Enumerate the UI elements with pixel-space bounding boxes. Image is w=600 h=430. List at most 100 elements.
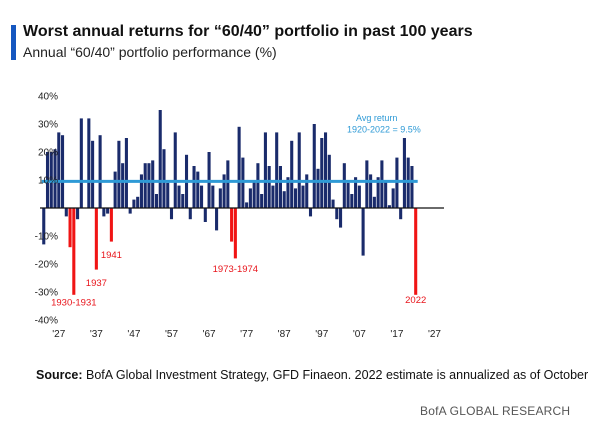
y-tick-label--40: -40% <box>35 316 58 327</box>
bar-1942 <box>113 171 117 208</box>
bar-1986 <box>278 166 282 208</box>
bar-1978 <box>248 188 252 208</box>
bar-2013 <box>380 160 384 208</box>
x-tick-label-2027: '27 <box>428 329 441 340</box>
bar-1927 <box>57 132 61 208</box>
y-tick-label--30: -30% <box>35 288 58 299</box>
bar-1990 <box>293 188 298 208</box>
bar-1972 <box>226 160 230 208</box>
bar-1958 <box>173 132 177 208</box>
bar-2000 <box>331 199 335 208</box>
bar-1952 <box>151 160 155 208</box>
bar-1959 <box>177 185 181 208</box>
bar-1938 <box>98 135 102 208</box>
bar-1975 <box>237 126 241 208</box>
bar-1930 <box>68 208 72 248</box>
bar-2012 <box>376 177 380 208</box>
bar-1949 <box>139 174 143 208</box>
bar-1953 <box>154 194 159 208</box>
y-tick-label-40: 40% <box>38 92 58 103</box>
bar-1996 <box>316 168 320 208</box>
bar-1932 <box>76 208 80 220</box>
bar-2014 <box>384 180 388 208</box>
bar-1957 <box>169 208 174 220</box>
bar-1946 <box>128 208 132 214</box>
x-tick-label-1957: '57 <box>165 329 178 340</box>
x-tick-label-1927: '27 <box>52 329 65 340</box>
bar-1998 <box>323 132 328 208</box>
y-tick-label--10: -10% <box>35 232 58 243</box>
bar-1929 <box>64 208 68 217</box>
chart-title: Worst annual returns for “60/40” portfol… <box>23 23 473 40</box>
bar-1950 <box>143 163 147 208</box>
bar-1941 <box>109 208 113 242</box>
source-label: Source: <box>36 368 83 382</box>
y-tick-label-30: 30% <box>38 120 58 131</box>
bar-1945 <box>124 138 128 208</box>
bar-2004 <box>346 182 350 208</box>
annotation-2022: 2022 <box>405 295 426 306</box>
bar-1926 <box>53 149 57 208</box>
annotation-1937: 1937 <box>86 278 107 289</box>
bar-2003 <box>342 163 346 208</box>
bar-1954 <box>158 110 162 208</box>
bar-2015 <box>387 205 391 208</box>
bar-1985 <box>275 132 279 208</box>
bar-2006 <box>354 177 358 208</box>
bar-1995 <box>312 124 316 208</box>
bar-2002 <box>339 208 343 228</box>
bar-2001 <box>335 208 339 220</box>
bar-1944 <box>121 163 125 208</box>
bar-1973 <box>230 208 234 242</box>
bar-1931 <box>72 208 76 295</box>
bar-1977 <box>245 202 249 208</box>
bar-1947 <box>132 199 136 208</box>
x-tick-label-2017: '17 <box>390 329 403 340</box>
bar-1982 <box>263 132 267 208</box>
annotation-1973-1974: 1973-1974 <box>213 264 258 275</box>
bar-1960 <box>181 194 185 208</box>
bar-2010 <box>369 174 373 208</box>
x-tick-label-2007: '07 <box>353 329 366 340</box>
bar-1983 <box>267 166 271 208</box>
bar-1935 <box>87 118 91 208</box>
bar-1991 <box>297 132 301 208</box>
y-tick-label-10: 10% <box>38 176 58 187</box>
bar-1939 <box>102 208 106 217</box>
bar-1956 <box>166 182 170 208</box>
chart-subtitle: Annual “60/40” portfolio performance (%) <box>23 44 277 60</box>
y-tick-label-20: 20% <box>38 148 58 159</box>
bar-1980 <box>256 163 260 208</box>
x-tick-label-1977: '77 <box>240 329 253 340</box>
bar-1979 <box>252 180 256 208</box>
bar-2019 <box>402 138 406 208</box>
bar-1940 <box>106 208 110 214</box>
bar-1974 <box>233 208 237 259</box>
x-tick-label-1997: '97 <box>315 329 328 340</box>
bar-1989 <box>290 140 294 208</box>
bar-1943 <box>117 140 121 208</box>
bar-1928 <box>61 135 65 208</box>
source-note: Source: BofA Global Investment Strategy,… <box>36 368 588 382</box>
bar-1962 <box>188 208 192 220</box>
bar-1984 <box>271 185 275 208</box>
bar-1965 <box>200 185 204 208</box>
x-tick-label-1987: '87 <box>278 329 291 340</box>
bar-1970 <box>218 188 222 208</box>
source-text: BofA Global Investment Strategy, GFD Fin… <box>82 368 589 382</box>
bar-1948 <box>136 196 140 208</box>
bar-2016 <box>391 188 395 208</box>
bar-1937 <box>94 208 98 270</box>
bar-1993 <box>305 174 309 208</box>
average-label-line2: 1920-2022 = 9.5% <box>347 124 421 134</box>
bar-1936 <box>91 140 95 208</box>
bar-2022 <box>414 208 418 295</box>
bar-1933 <box>79 118 83 208</box>
average-label-line1: Avg return <box>356 113 397 123</box>
bar-1988 <box>286 177 290 208</box>
bar-2005 <box>350 194 354 208</box>
bar-1987 <box>282 191 286 208</box>
annotation-1941: 1941 <box>101 250 122 261</box>
x-tick-label-1947: '47 <box>127 329 140 340</box>
